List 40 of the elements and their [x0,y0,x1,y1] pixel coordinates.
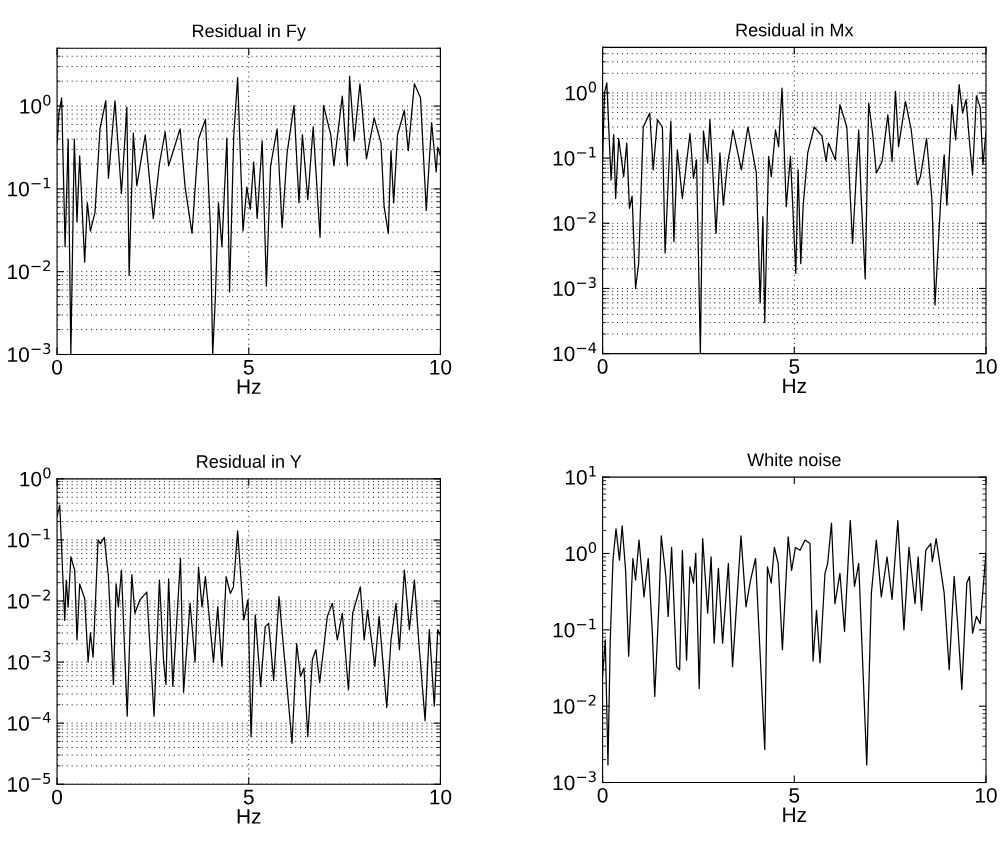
y-tick-label: 10$^{−4}$ [8,711,51,731]
x-axis-title: Hz [783,807,806,822]
y-tick-label: 10$^{−5}$ [8,773,51,792]
x-tick-label: 5 [243,360,254,375]
x-tick-label: 10 [430,789,452,805]
y-tick-label: 10$^{0}$ [20,467,51,487]
y-tick-label: 10$^{0}$ [20,94,51,114]
y-tick-label: 10$^{0}$ [566,542,597,562]
y-tick-label: 10$^{−3}$ [553,277,596,297]
chart-title: White noise [747,452,841,467]
x-tick-label: 5 [789,359,800,374]
y-tick-label: 10$^{−2}$ [8,589,50,609]
y-tick-label: 10$^{−1}$ [8,528,51,548]
y-tick-label: 10$^{1}$ [566,465,596,485]
y-tick-label: 10$^{−2}$ [553,211,596,231]
y-tick-label: 10$^{−1}$ [8,177,51,197]
chart-title: Residual in Mx [736,23,854,37]
x-tick-label: 0 [52,789,63,805]
x-tick-label: 0 [52,359,63,375]
y-tick-label: 10$^{−3}$ [553,771,596,791]
x-tick-label: 5 [789,788,800,803]
x-axis-title: Hz [783,378,806,394]
x-axis-title: Hz [237,379,261,394]
x-tick-label: 10 [975,359,997,374]
x-tick-label: 10 [975,787,997,803]
chart-title: Residual in Y [197,454,302,468]
y-tick-label: 10$^{−1}$ [553,618,596,638]
y-tick-label: 10$^{−2}$ [553,694,596,714]
y-tick-label: 10$^{−3}$ [8,650,51,670]
chart-title: Residual in Fy [193,24,306,41]
y-tick-label: 10$^{−2}$ [8,260,50,280]
x-axis-title: Hz [237,809,261,824]
y-tick-label: 10$^{−4}$ [553,342,597,362]
x-tick-label: 0 [597,359,608,374]
x-tick-label: 5 [243,789,254,805]
x-tick-label: 10 [430,359,452,375]
y-tick-label: 10$^{−3}$ [8,343,51,363]
y-tick-label: 10$^{−1}$ [553,146,596,166]
y-tick-label: 10$^{0}$ [566,81,597,101]
x-tick-label: 0 [597,787,608,803]
